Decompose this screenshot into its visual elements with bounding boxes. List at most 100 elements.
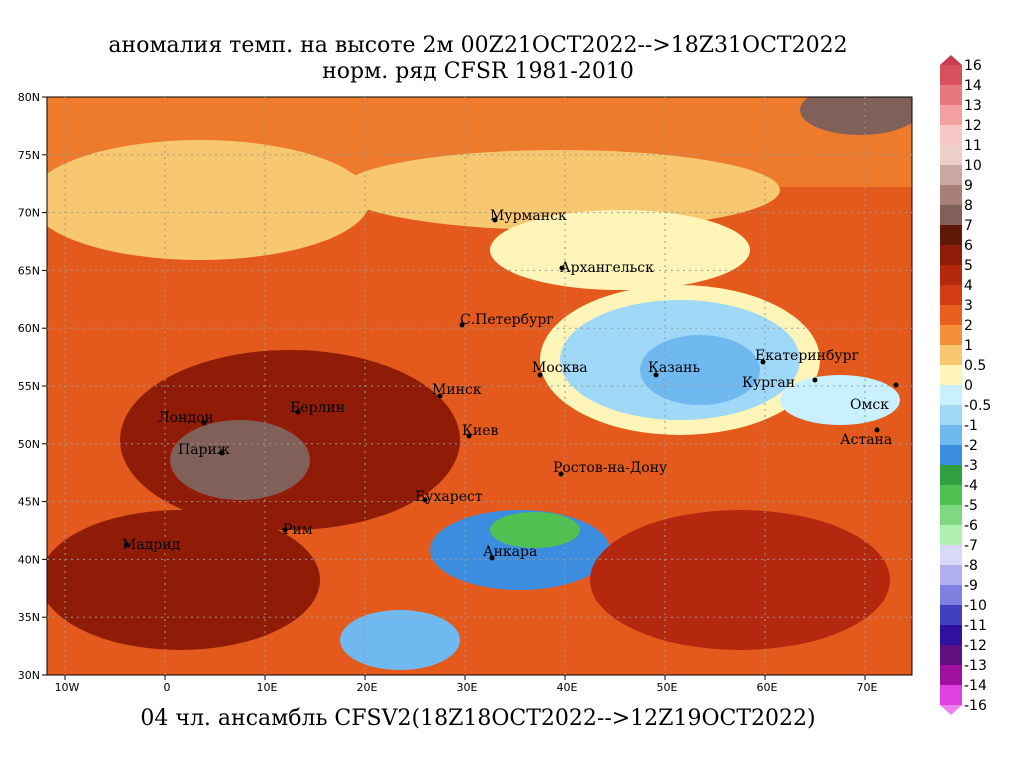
colorbar-box — [940, 285, 962, 306]
city-dot — [466, 433, 472, 439]
city-label: С.Петербург — [460, 312, 554, 328]
colorbar-label: -2 — [964, 438, 978, 454]
lon-label: 10W — [55, 681, 80, 694]
colorbar-box — [940, 545, 962, 566]
colorbar-box — [940, 585, 962, 606]
lat-label: 35N — [18, 611, 40, 624]
city-dot — [201, 420, 207, 426]
colorbar-label: 12 — [964, 118, 982, 134]
city-dot — [537, 372, 543, 378]
colorbar-label: 9 — [964, 178, 973, 194]
city-label: Анкара — [483, 544, 537, 560]
city-dot — [282, 527, 288, 533]
colorbar-box — [940, 325, 962, 346]
colorbar-label: -12 — [964, 638, 987, 654]
colorbar-label: -14 — [964, 678, 987, 694]
colorbar-label: -10 — [964, 598, 987, 614]
colorbar-label: -5 — [964, 498, 978, 514]
city-label: Париж — [178, 442, 230, 458]
colorbar-box — [940, 265, 962, 286]
title: аномалия темп. на высоте 2м 00Z21OCT2022… — [108, 33, 847, 58]
colorbar-box — [940, 345, 962, 366]
lon-label: 20E — [357, 681, 378, 694]
colorbar-label: -6 — [964, 518, 978, 534]
colorbar-label: 6 — [964, 238, 973, 254]
colorbar-label: 0.5 — [964, 358, 986, 374]
city-label: Астана — [840, 432, 892, 448]
colorbar-box — [940, 205, 962, 226]
colorbar-label: 8 — [964, 198, 973, 214]
colorbar-label: 1 — [964, 338, 973, 354]
colorbar-label: 16 — [964, 58, 982, 74]
lat-label: 70N — [18, 207, 40, 220]
colorbar-box — [940, 665, 962, 686]
city-label: Минск — [432, 382, 482, 398]
colorbar-label: -3 — [964, 458, 978, 474]
colorbar-label: -0.5 — [964, 398, 991, 414]
lon-label: 30E — [457, 681, 478, 694]
lon-label: 60E — [757, 681, 778, 694]
lat-label: 50N — [18, 438, 40, 451]
lat-label: 75N — [18, 149, 40, 162]
city-label: Бухарест — [415, 489, 483, 505]
lat-label: 45N — [18, 496, 40, 509]
colorbar-box — [940, 85, 962, 106]
lat-label: 55N — [18, 380, 40, 393]
city-dot — [422, 497, 428, 503]
lon-label: 0 — [164, 681, 171, 694]
colorbar-label: 13 — [964, 98, 982, 114]
city-dot — [489, 555, 495, 561]
colorbar-box — [940, 565, 962, 586]
city-label: Мурманск — [490, 208, 567, 224]
colorbar-end — [940, 705, 962, 715]
city-label: Екатеринбург — [755, 348, 859, 364]
colorbar-box — [940, 625, 962, 646]
colorbar-label: 11 — [964, 138, 982, 154]
colorbar-box — [940, 505, 962, 526]
lat-label: 60N — [18, 322, 40, 335]
city-label: Мадрид — [122, 537, 181, 553]
lat-label: 80N — [18, 91, 40, 104]
lat-label: 65N — [18, 264, 40, 277]
colorbar-label: -11 — [964, 618, 987, 634]
city-dot — [459, 322, 465, 328]
city-dot — [437, 393, 443, 399]
colorbar-box — [940, 145, 962, 166]
colorbar-label: -4 — [964, 478, 978, 494]
colorbar-box — [940, 125, 962, 146]
colorbar-box — [940, 445, 962, 466]
city-label: Омск — [850, 397, 889, 413]
colorbar-box — [940, 645, 962, 666]
colorbar-label: -8 — [964, 558, 978, 574]
colorbar-label: 7 — [964, 218, 973, 234]
city-dot — [893, 382, 899, 388]
colorbar-label: -1 — [964, 418, 978, 434]
city-label: Лондон — [158, 410, 214, 426]
colorbar-box — [940, 245, 962, 266]
colorbar-label: 2 — [964, 318, 973, 334]
city-label: Москва — [532, 360, 588, 376]
city-label: Рим — [283, 522, 313, 538]
lon-label: 70E — [857, 681, 878, 694]
colorbar-label: -16 — [964, 698, 987, 714]
colorbar-label: 4 — [964, 278, 973, 294]
colorbar-label: 10 — [964, 158, 982, 174]
lat-label: 30N — [18, 669, 40, 682]
city-label: Курган — [742, 375, 795, 391]
colorbar-label: 5 — [964, 258, 973, 274]
city-label: Киев — [462, 423, 498, 439]
footer: 04 чл. ансамбль CFSV2(18Z18OCT2022-->12Z… — [140, 706, 815, 731]
city-dot — [559, 265, 565, 271]
city-dot — [295, 409, 301, 415]
colorbar-box — [940, 365, 962, 386]
colorbar-label: -9 — [964, 578, 978, 594]
colorbar-box — [940, 405, 962, 426]
lon-label: 10E — [257, 681, 278, 694]
city-dot — [812, 377, 818, 383]
city-dot — [874, 427, 880, 433]
colorbar-label: -7 — [964, 538, 978, 554]
city-label: Ростов-на-Дону — [553, 460, 668, 476]
city-dot — [653, 372, 659, 378]
city-dot — [219, 450, 225, 456]
